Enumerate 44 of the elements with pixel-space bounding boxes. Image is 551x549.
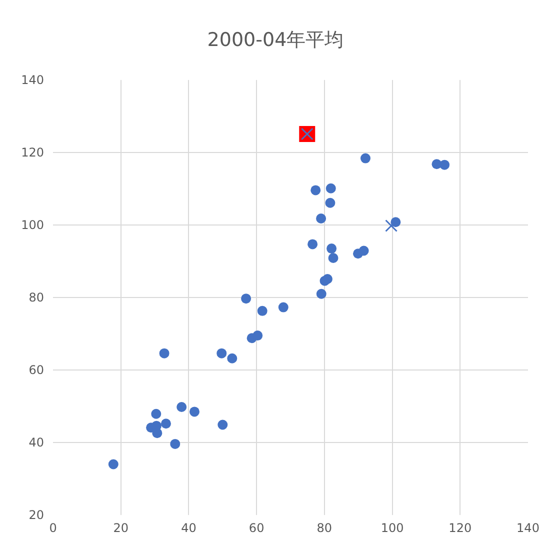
chart-title: 2000-04年平均 (207, 29, 344, 52)
y-tick-label: 100 (21, 218, 44, 232)
point (218, 420, 228, 430)
point (216, 348, 227, 358)
point (316, 288, 326, 299)
point (170, 438, 180, 449)
point (278, 302, 288, 312)
y-tick-label: 20 (28, 508, 44, 522)
point (159, 348, 170, 358)
point (108, 459, 118, 470)
x-tick-label: 120 (448, 521, 472, 535)
x-tick-label: 20 (113, 521, 128, 535)
x-tick-label: 0 (49, 521, 57, 535)
point (252, 330, 263, 341)
point (316, 213, 326, 224)
point (360, 153, 370, 164)
y-tick-label: 120 (21, 146, 44, 160)
y-tick-label: 140 (21, 73, 44, 88)
point (257, 306, 268, 316)
point (325, 198, 336, 208)
point (440, 160, 450, 170)
point (310, 185, 321, 196)
point (227, 353, 238, 364)
point (308, 239, 318, 250)
point (152, 428, 162, 438)
point (176, 402, 187, 412)
point (241, 294, 252, 304)
point (326, 183, 336, 194)
y-tick-label: 40 (28, 436, 44, 450)
y-tick-label: 60 (28, 363, 44, 378)
point (189, 406, 200, 417)
point (385, 219, 398, 232)
point (151, 408, 162, 419)
x-tick-label: 40 (181, 521, 196, 535)
point (358, 246, 369, 256)
point (328, 252, 338, 263)
point (160, 418, 171, 429)
x-tick-label: 60 (248, 521, 264, 535)
y-tick-label: 80 (28, 290, 44, 305)
x-tick-label: 80 (316, 521, 332, 535)
point (322, 274, 332, 284)
point (326, 244, 337, 254)
x-tick-label: 140 (516, 521, 540, 535)
x-tick-label: 100 (380, 521, 404, 535)
